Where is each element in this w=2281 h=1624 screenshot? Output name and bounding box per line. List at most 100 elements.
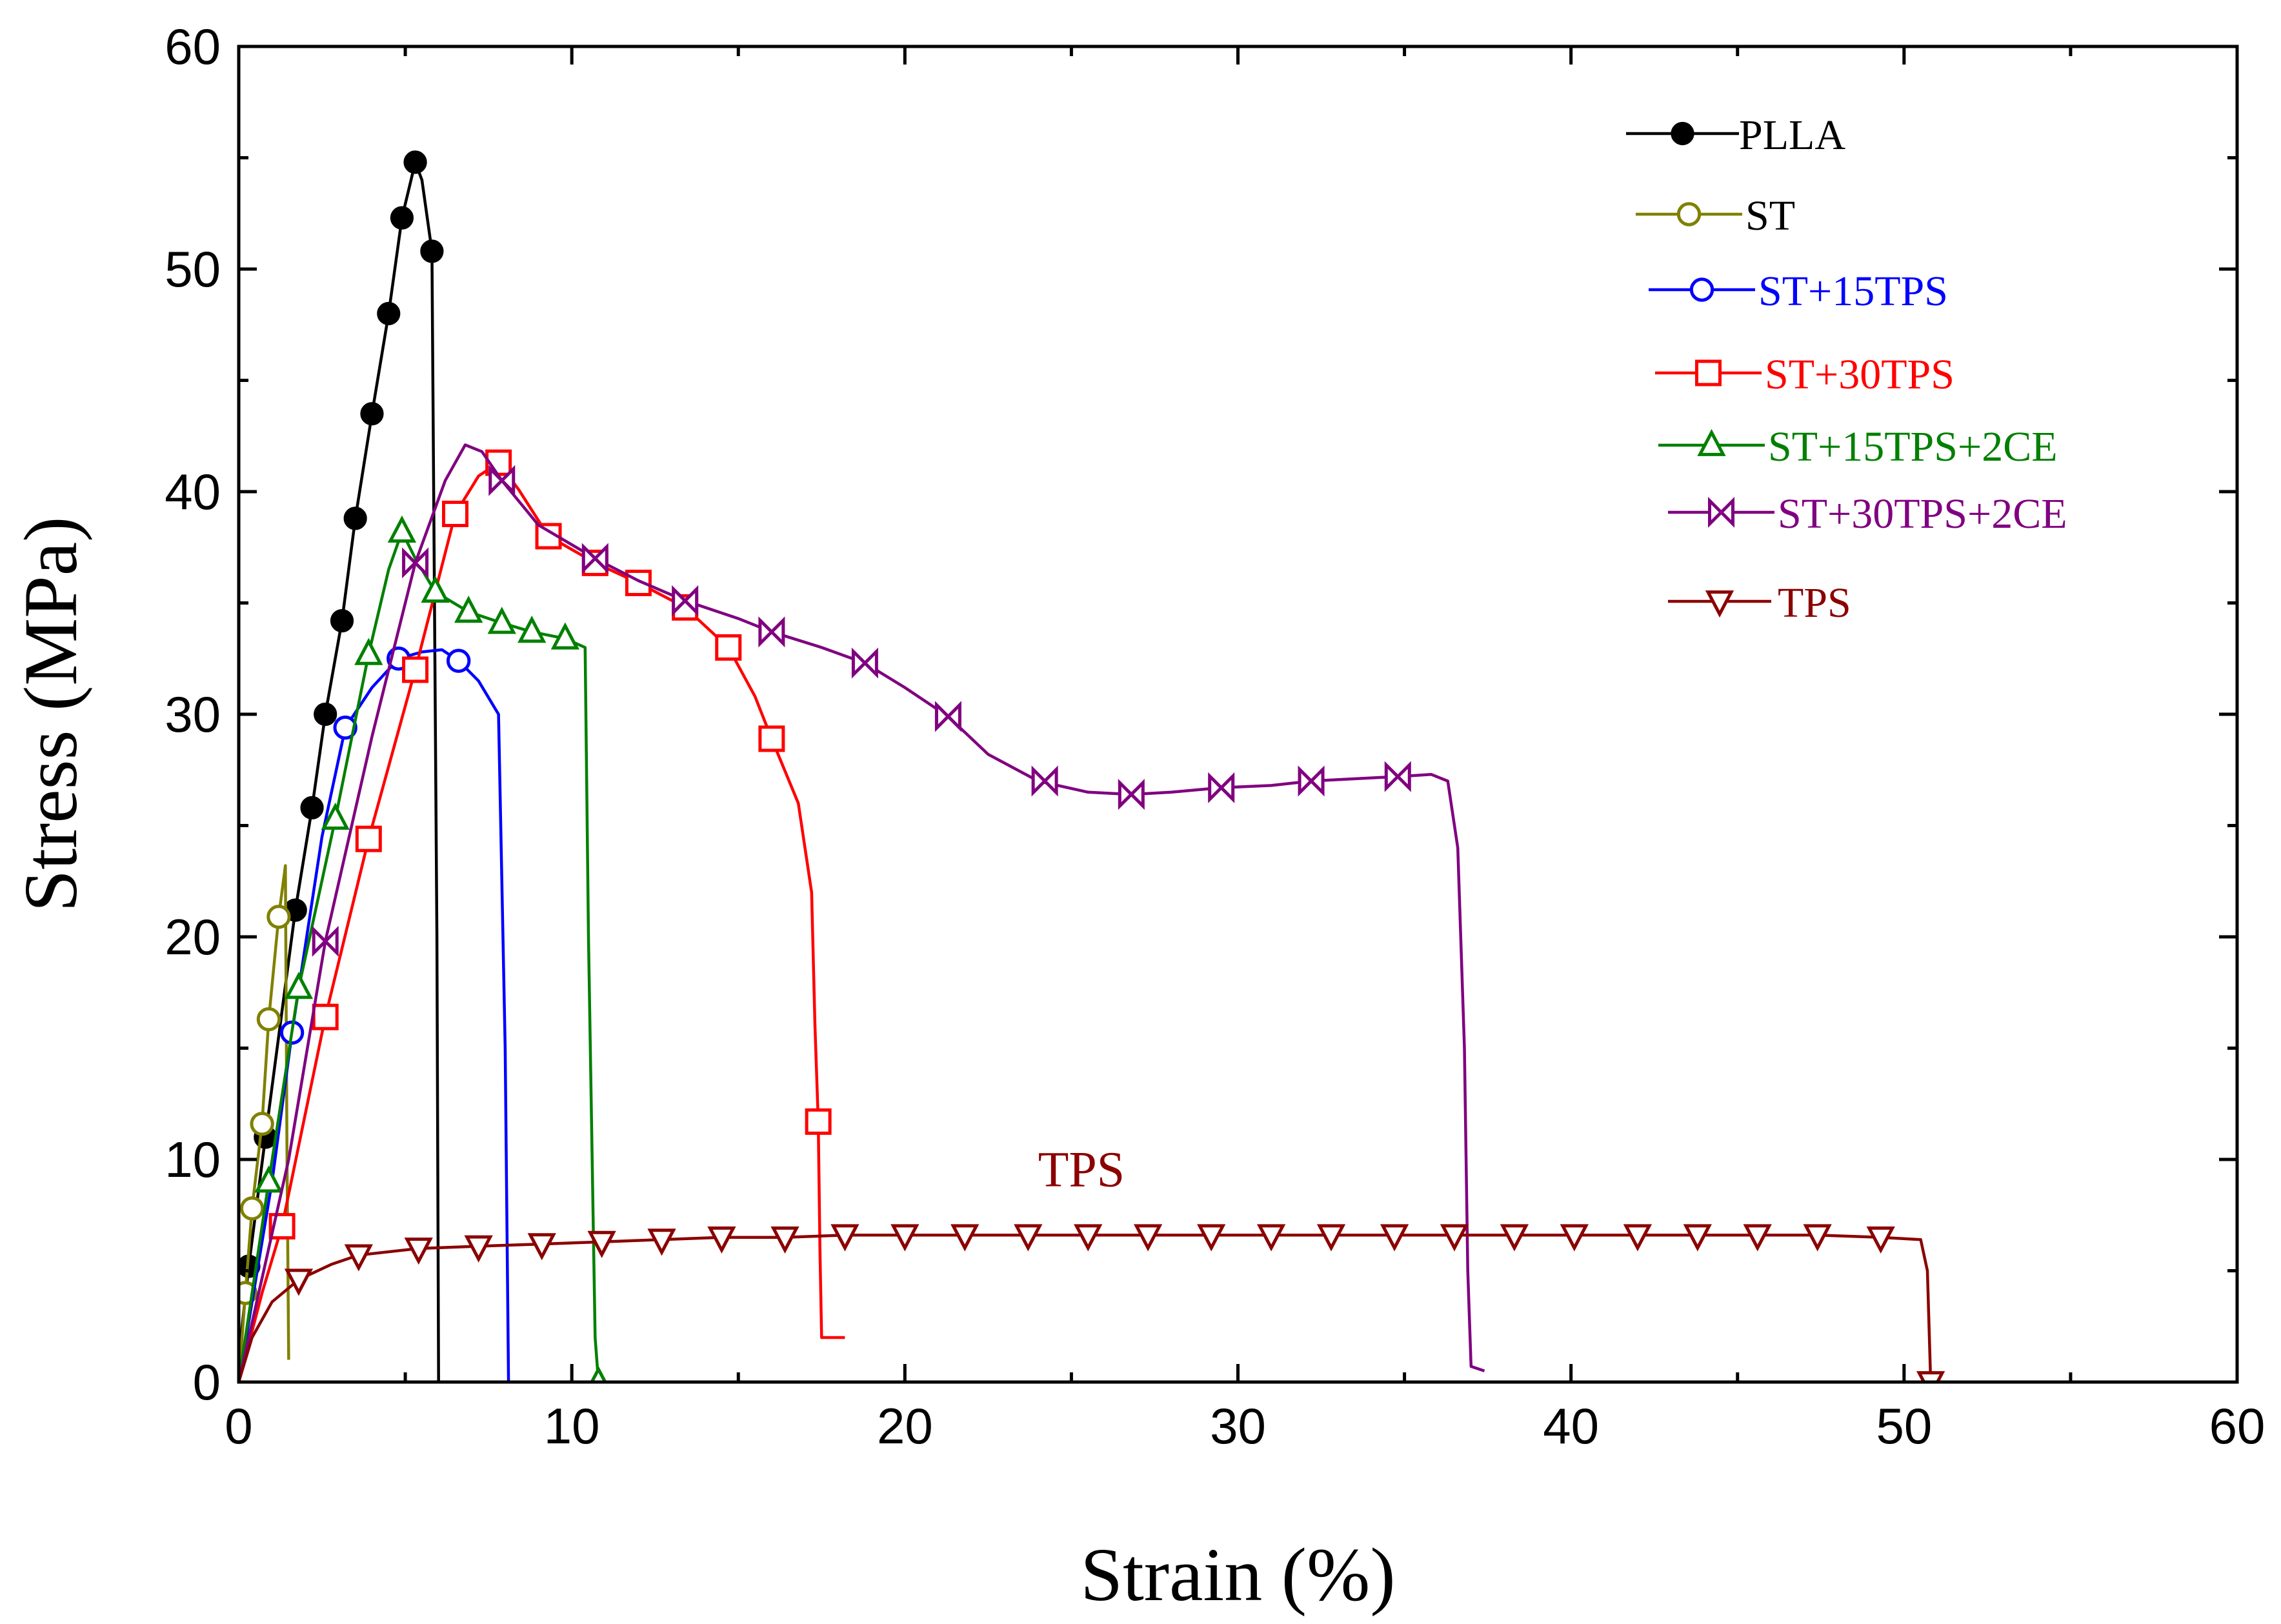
data-point-st-plus-30tps-plus-2ce <box>402 547 429 579</box>
data-point-tps <box>1623 1224 1653 1252</box>
legend-label: PLLA <box>1739 112 1845 159</box>
x-axis-label: Strain (%) <box>1080 1532 1395 1617</box>
series-line-st-plus-30tps <box>239 461 845 1382</box>
legend: PLLA ST ST+15TPS ST+30TPS ST+15TPS+2CE ST+30T… <box>1626 112 2067 627</box>
legend-label: ST+15TPS <box>1758 268 1948 315</box>
legend-entry-tps: TPS <box>1668 579 1851 627</box>
data-point-st-plus-30tps <box>715 634 742 661</box>
annotation-0: TPS <box>1038 1141 1125 1197</box>
data-point-st-plus-30tps <box>805 1108 832 1135</box>
data-point-st-plus-30tps-plus-2ce <box>1031 765 1058 797</box>
legend-marker <box>1697 428 1726 456</box>
data-point-tps <box>1133 1224 1163 1252</box>
legend-marker <box>1689 277 1714 302</box>
data-point-st-plus-30tps <box>355 825 382 852</box>
data-point-plla <box>314 702 337 727</box>
data-point-tps <box>1560 1224 1589 1252</box>
data-point-st-plus-30tps-plus-2ce <box>581 543 608 574</box>
data-point-plla <box>403 150 427 174</box>
data-point-tps <box>1256 1224 1286 1252</box>
data-point-tps <box>830 1224 859 1252</box>
series-tps <box>239 1224 1945 1382</box>
data-point-tps <box>1803 1224 1832 1252</box>
y-tick-label: 10 <box>165 1131 221 1188</box>
data-point-tps <box>1074 1224 1103 1252</box>
data-point-st-plus-15tps-plus-2ce <box>254 1165 283 1193</box>
data-point-st-plus-15tps <box>446 648 471 673</box>
legend-entry-st-plus-30tps-plus-2ce: ST+30TPS+2CE <box>1668 490 2067 537</box>
x-tick-label: 20 <box>877 1398 933 1454</box>
x-tick-label: 50 <box>1876 1398 1932 1454</box>
x-tick-label: 60 <box>2209 1398 2266 1454</box>
y-tick-label: 0 <box>193 1354 221 1410</box>
data-point-st-plus-15tps-plus-2ce <box>550 622 579 650</box>
data-point-st <box>239 1196 265 1221</box>
series-st <box>239 864 291 1382</box>
data-point-st <box>256 1007 281 1032</box>
data-point-tps <box>770 1226 799 1254</box>
data-point-plla <box>300 796 324 820</box>
data-point-tps <box>1683 1224 1712 1252</box>
data-point-tps <box>1014 1224 1043 1252</box>
data-point-st-plus-15tps-plus-2ce <box>517 616 547 643</box>
data-point-st-plus-30tps <box>758 725 785 752</box>
data-point-tps <box>707 1226 736 1254</box>
y-tick-label: 20 <box>165 908 221 965</box>
data-point-st-plus-30tps-plus-2ce <box>1208 772 1235 803</box>
data-point-st-plus-30tps-plus-2ce <box>934 701 961 732</box>
data-point-st-plus-30tps-plus-2ce <box>1298 765 1325 797</box>
data-point-st-plus-30tps <box>442 501 469 527</box>
legend-entry-st-plus-30tps: ST+30TPS <box>1655 351 1954 398</box>
legend-label: TPS <box>1778 579 1851 627</box>
data-point-plla <box>360 402 384 426</box>
data-point-tps <box>1197 1224 1226 1252</box>
data-point-st-plus-15tps-plus-2ce <box>284 972 314 999</box>
legend-entry-st-plus-15tps-plus-2ce: ST+15TPS+2CE <box>1658 423 2058 470</box>
data-point-st-plus-15tps-plus-2ce <box>487 606 516 634</box>
data-point-tps <box>1316 1224 1346 1252</box>
legend-marker <box>1676 202 1702 226</box>
legend-label: ST+30TPS <box>1765 351 1954 398</box>
y-axis-label: Stress (MPa) <box>8 517 93 912</box>
y-tick-label: 50 <box>165 241 221 297</box>
data-point-st-plus-15tps-plus-2ce <box>387 515 417 543</box>
legend-marker <box>1708 496 1734 528</box>
legend-marker <box>1705 590 1734 618</box>
data-point-tps <box>404 1238 433 1265</box>
data-point-st-plus-30tps-plus-2ce <box>851 647 878 679</box>
data-point-plla <box>420 239 444 263</box>
data-point-tps <box>464 1235 493 1263</box>
data-point-plla <box>377 301 401 326</box>
data-point-tps <box>587 1230 616 1258</box>
legend-entry-plla: PLLA <box>1626 112 1845 159</box>
legend-label: ST+15TPS+2CE <box>1768 423 2058 470</box>
legend-entry-st: ST <box>1636 192 1795 239</box>
series-line-st-plus-30tps-plus-2ce <box>239 443 1485 1382</box>
data-point-tps <box>344 1244 373 1272</box>
data-point-st-plus-30tps-plus-2ce <box>488 465 516 496</box>
data-point-plla <box>390 206 414 230</box>
legend-marker <box>1671 121 1694 146</box>
y-tick-label: 60 <box>165 18 221 75</box>
data-point-st-plus-15tps-plus-2ce <box>421 576 450 603</box>
series-line-tps <box>239 1234 1933 1382</box>
data-point-tps <box>647 1228 676 1256</box>
x-tick-label: 10 <box>544 1398 600 1454</box>
series-st-plus-15tps-plus-2ce <box>239 515 607 1382</box>
data-point-st <box>250 1112 274 1136</box>
data-point-tps <box>1866 1226 1895 1254</box>
data-point-tps <box>1500 1224 1529 1252</box>
axes: 0 10 20 30 40 50 60 0 10 20 30 40 50 60 <box>165 18 2265 1454</box>
data-point-tps <box>1916 1371 1945 1382</box>
data-point-st-plus-30tps <box>402 656 429 683</box>
data-point-st-plus-30tps <box>312 1003 339 1030</box>
data-point-tps <box>950 1224 980 1252</box>
data-point-st-plus-30tps-plus-2ce <box>758 616 785 648</box>
data-point-st-plus-30tps-plus-2ce <box>1384 761 1411 792</box>
data-point-st-plus-15tps-plus-2ce <box>454 596 483 623</box>
legend-label: ST <box>1745 192 1795 239</box>
y-tick-label: 40 <box>165 463 221 520</box>
data-point-st-plus-15tps-plus-2ce <box>321 802 350 830</box>
